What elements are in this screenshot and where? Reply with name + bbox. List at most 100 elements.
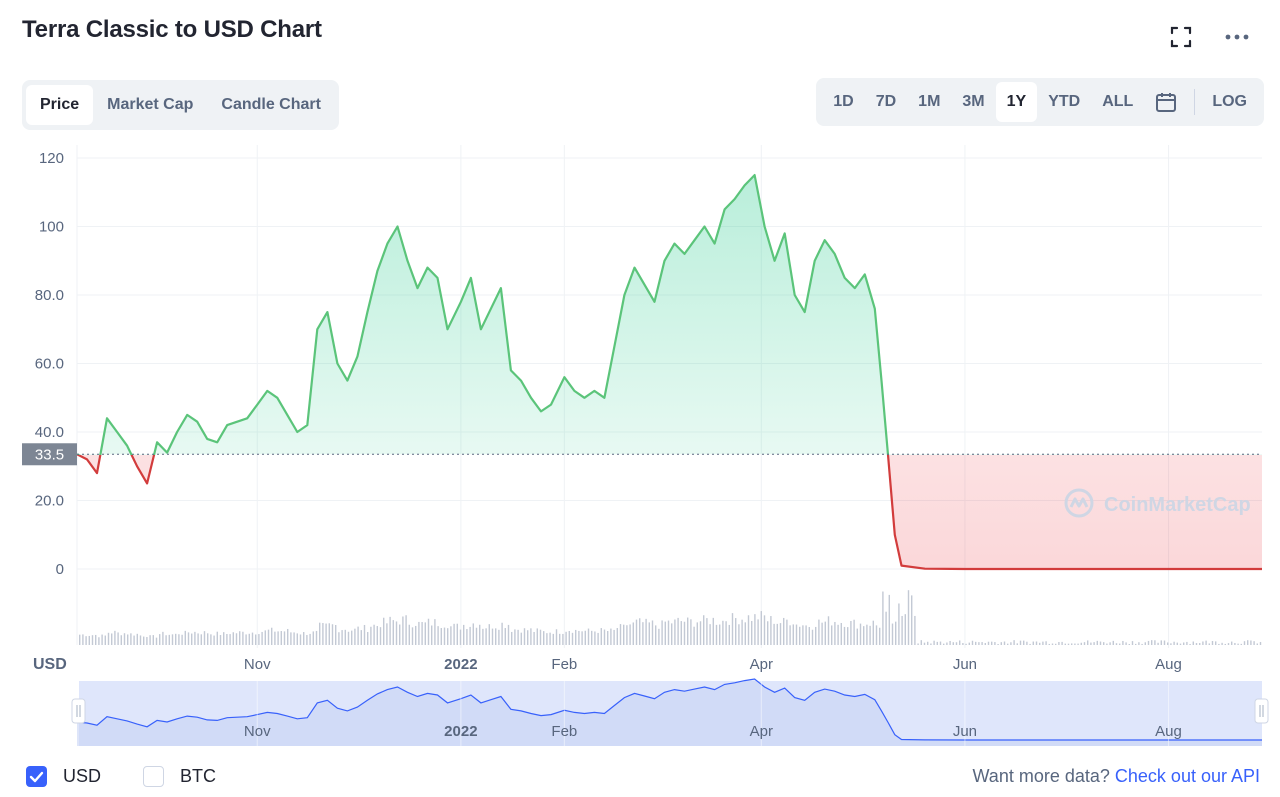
volume-bar xyxy=(693,626,695,645)
volume-bar xyxy=(623,624,625,645)
tab-candle-chart[interactable]: Candle Chart xyxy=(221,96,321,113)
volume-bar xyxy=(1176,642,1178,645)
volume-bar xyxy=(1007,643,1009,645)
volume-bar xyxy=(152,635,154,645)
volume-bar xyxy=(434,619,436,645)
volume-bar xyxy=(962,643,964,645)
volume-bar xyxy=(399,624,401,645)
volume-bar xyxy=(290,632,292,645)
volume-bar xyxy=(389,616,391,645)
volume-bar xyxy=(261,631,263,645)
volume-bar xyxy=(408,624,410,645)
log-scale-toggle[interactable]: LOG xyxy=(1212,93,1247,110)
range-3m[interactable]: 3M xyxy=(962,93,985,110)
fullscreen-icon[interactable] xyxy=(1168,24,1194,50)
calendar-button[interactable] xyxy=(1144,82,1188,122)
volume-bar xyxy=(920,640,922,645)
range-7d[interactable]: 7D xyxy=(875,93,897,110)
btc-checkbox[interactable] xyxy=(143,766,164,787)
volume-bar xyxy=(155,637,158,645)
volume-bar xyxy=(824,621,826,645)
volume-bar xyxy=(776,623,778,645)
volume-bar xyxy=(1074,643,1076,645)
volume-bar xyxy=(501,622,503,645)
usd-label: USD xyxy=(63,766,102,786)
baseline: 33.5 xyxy=(22,443,1262,466)
volume-bar xyxy=(917,643,919,645)
tab-market-cap[interactable]: Market Cap xyxy=(107,96,194,113)
volume-bar xyxy=(210,634,212,645)
volume-bar xyxy=(360,630,362,645)
api-link[interactable]: Check out our API xyxy=(1114,766,1260,786)
volume-bar xyxy=(965,643,967,645)
volume-bar xyxy=(1202,641,1204,645)
volume-bar xyxy=(543,631,545,645)
volume-bar xyxy=(258,634,260,645)
more-icon[interactable] xyxy=(1224,24,1250,50)
y-axis: 0 20.0 40.0 60.0 80.0 100 120 xyxy=(35,150,64,578)
volume-bar xyxy=(277,631,279,645)
volume-bar xyxy=(223,632,225,645)
volume-bar xyxy=(1093,642,1095,645)
volume-bar xyxy=(1099,641,1102,645)
x-tick-label: Feb xyxy=(551,656,577,673)
range-1d[interactable]: 1D xyxy=(833,93,854,110)
volume-bar xyxy=(418,621,420,645)
volume-bar xyxy=(1167,642,1169,645)
volume-bar xyxy=(997,643,999,645)
volume-bar xyxy=(466,629,468,645)
volume-bar xyxy=(818,619,820,645)
x-axis: Nov 2022 Feb Apr Jun Aug xyxy=(244,656,1182,673)
volume-bar xyxy=(1234,642,1236,645)
volume-bar xyxy=(1090,642,1092,645)
volume-bar xyxy=(1160,640,1162,645)
volume-bar xyxy=(245,634,247,645)
volume-bar xyxy=(213,635,215,645)
volume-bar xyxy=(235,633,238,645)
volume-bar xyxy=(514,629,516,645)
volume-bar xyxy=(1026,641,1028,645)
range-all[interactable]: ALL xyxy=(1102,93,1134,110)
volume-bar xyxy=(827,616,830,645)
volume-bar xyxy=(591,630,593,645)
volume-bar xyxy=(95,634,97,645)
volume-bar xyxy=(744,622,746,645)
volume-bar xyxy=(1055,643,1057,645)
volume-bar xyxy=(495,628,497,645)
volume-bar xyxy=(879,627,881,645)
volume-bar xyxy=(450,626,452,645)
navigator-handle-right[interactable] xyxy=(1254,698,1269,724)
volume-bar xyxy=(683,621,686,645)
volume-bar xyxy=(607,631,609,645)
volume-bar xyxy=(1106,643,1108,645)
volume-bar xyxy=(303,632,305,645)
volume-bar xyxy=(1029,643,1031,645)
range-navigator[interactable]: Nov 2022 Feb Apr Jun Aug xyxy=(71,678,1269,746)
volume-bar xyxy=(597,632,599,645)
tab-price[interactable]: Price xyxy=(26,85,94,125)
volume-bar xyxy=(840,622,842,645)
volume-bar xyxy=(1183,642,1185,645)
volume-bar xyxy=(351,630,353,645)
volume-bar xyxy=(216,631,218,645)
volume-bar xyxy=(946,642,948,645)
range-1y[interactable]: 1Y xyxy=(995,82,1038,122)
price-chart[interactable]: 0 20.0 40.0 60.0 80.0 100 120 33.5 CoinMarketC… xyxy=(0,140,1280,752)
volume-bar xyxy=(306,634,308,645)
volume-bar xyxy=(1179,643,1182,645)
volume-bar xyxy=(671,623,673,645)
api-promo-text: Want more data? xyxy=(972,766,1110,786)
volume-bar xyxy=(251,632,254,645)
volume-bar xyxy=(629,624,631,645)
volume-bar xyxy=(690,619,692,645)
navigator-handle-left[interactable] xyxy=(71,698,86,724)
volume-bar xyxy=(1205,640,1207,645)
volume-bar xyxy=(863,626,865,645)
x-tick-label: Apr xyxy=(750,656,773,673)
volume-bar xyxy=(479,624,481,645)
range-ytd[interactable]: YTD xyxy=(1048,93,1081,110)
volume-bar xyxy=(565,631,567,645)
usd-checkbox[interactable] xyxy=(26,766,47,787)
volume-bar xyxy=(437,626,439,645)
range-1m[interactable]: 1M xyxy=(918,93,941,110)
